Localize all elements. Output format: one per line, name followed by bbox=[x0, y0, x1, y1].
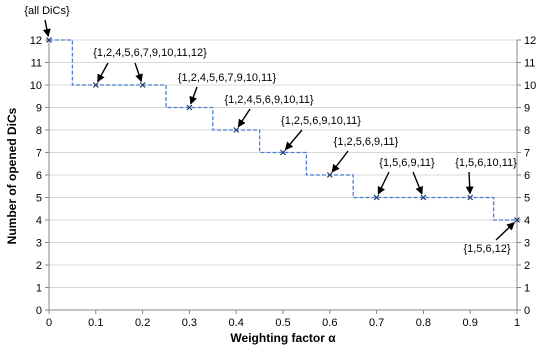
annotation-arrow bbox=[377, 171, 390, 195]
x-tick-label: 0.6 bbox=[322, 317, 337, 329]
data-point-marker bbox=[92, 82, 99, 88]
y-tick-label-right: 7 bbox=[524, 148, 530, 160]
x-tick-label: 0.7 bbox=[369, 317, 384, 329]
y-tick-label: 8 bbox=[36, 125, 42, 137]
x-tick-label: 0.8 bbox=[416, 317, 431, 329]
annotation-label: {1,2,4,5,6,7,9,10,11} bbox=[178, 72, 277, 84]
data-point-marker bbox=[420, 194, 427, 201]
y-axis-title: Number of opened DiCs bbox=[5, 107, 19, 244]
data-point-marker bbox=[514, 217, 520, 223]
data-point-marker bbox=[186, 104, 193, 111]
y-tick-label: 10 bbox=[30, 80, 42, 92]
annotation-arrow bbox=[42, 19, 51, 38]
y-tick-label-right: 12 bbox=[524, 35, 536, 47]
annotation-label: {1,5,6,12} bbox=[463, 243, 510, 255]
y-tick-label-right: 5 bbox=[524, 193, 530, 205]
annotation-arrow bbox=[465, 171, 474, 195]
annotation-label: {1,2,4,5,6,7,9,10,11,12} bbox=[93, 47, 207, 59]
y-tick-label: 5 bbox=[36, 193, 42, 205]
annotation-label: {1,2,5,6,9,11} bbox=[334, 136, 399, 148]
gridlines bbox=[49, 39, 517, 288]
data-point-marker bbox=[46, 37, 52, 43]
y-tick-label-right: 0 bbox=[524, 305, 530, 317]
y-tick-label-right: 8 bbox=[524, 125, 530, 137]
x-tick-label: 0.2 bbox=[135, 317, 150, 329]
data-point-marker bbox=[280, 149, 286, 156]
x-tick-label: 0.9 bbox=[463, 317, 478, 329]
x-tick-label: 0.3 bbox=[182, 317, 197, 329]
x-tick-label: 0.4 bbox=[229, 317, 244, 329]
annotation-arrow bbox=[189, 86, 198, 105]
y-tick-label: 7 bbox=[36, 148, 42, 160]
y-tick-label-right: 9 bbox=[524, 103, 530, 115]
annotation-label: {1,2,4,5,6,9,10,11} bbox=[224, 94, 313, 106]
data-point-marker bbox=[139, 82, 146, 88]
y-tick-label: 6 bbox=[36, 170, 42, 182]
series-markers bbox=[46, 37, 520, 223]
y-tick-label: 11 bbox=[31, 58, 42, 70]
y-tick-label: 2 bbox=[36, 260, 42, 272]
y-tick-label: 0 bbox=[36, 305, 42, 317]
y-tick-label-right: 6 bbox=[524, 170, 530, 182]
data-point-marker bbox=[467, 194, 474, 201]
annotation-arrow bbox=[331, 150, 349, 173]
y-tick-label-right: 1 bbox=[524, 283, 530, 295]
annotation-label: {1,5,6,10,11} bbox=[455, 157, 517, 169]
x-tick-label: 0 bbox=[46, 317, 52, 329]
x-axis-title: Weighting factor α bbox=[230, 331, 336, 345]
y-tick-label: 1 bbox=[36, 283, 42, 295]
y-tick-label-right: 10 bbox=[524, 80, 536, 92]
annotation-arrow bbox=[134, 62, 143, 83]
annotation-label: {1,5,6,9,11} bbox=[379, 157, 435, 169]
y-tick-label-right: 2 bbox=[524, 260, 530, 272]
data-point-marker bbox=[233, 127, 240, 133]
annotation-arrow bbox=[412, 171, 423, 195]
x-tick-label: 0.1 bbox=[88, 317, 103, 329]
annotation-label: {1,2,5,6,9,10,11} bbox=[281, 115, 361, 127]
x-axis-ticks: 0 0.1 0.2 0.3 0.4 0.5 0.6 0.7 0.8 0.9 1 bbox=[46, 310, 520, 329]
y-tick-label-right: 3 bbox=[524, 238, 530, 250]
annotations: {all DiCs} {1,2,4,5,6,7,9,10,11,12} {1,2,4… bbox=[24, 5, 517, 255]
x-tick-label: 1 bbox=[514, 317, 520, 329]
annotation-arrow bbox=[495, 222, 515, 241]
y-tick-label-right: 4 bbox=[524, 215, 530, 227]
annotation-arrow bbox=[284, 129, 303, 151]
data-point-marker bbox=[373, 194, 380, 201]
y-tick-label: 3 bbox=[36, 238, 42, 250]
y-tick-label-right: 11 bbox=[524, 58, 535, 70]
y-tick-label: 12 bbox=[30, 35, 42, 47]
y-tick-label: 4 bbox=[36, 215, 42, 227]
x-tick-label: 0.5 bbox=[275, 317, 290, 329]
annotation-label: {all DiCs} bbox=[24, 5, 70, 17]
data-point-marker bbox=[326, 172, 333, 178]
y-tick-label: 9 bbox=[36, 103, 42, 115]
annotation-arrow bbox=[97, 62, 109, 83]
annotation-arrow bbox=[237, 108, 251, 128]
